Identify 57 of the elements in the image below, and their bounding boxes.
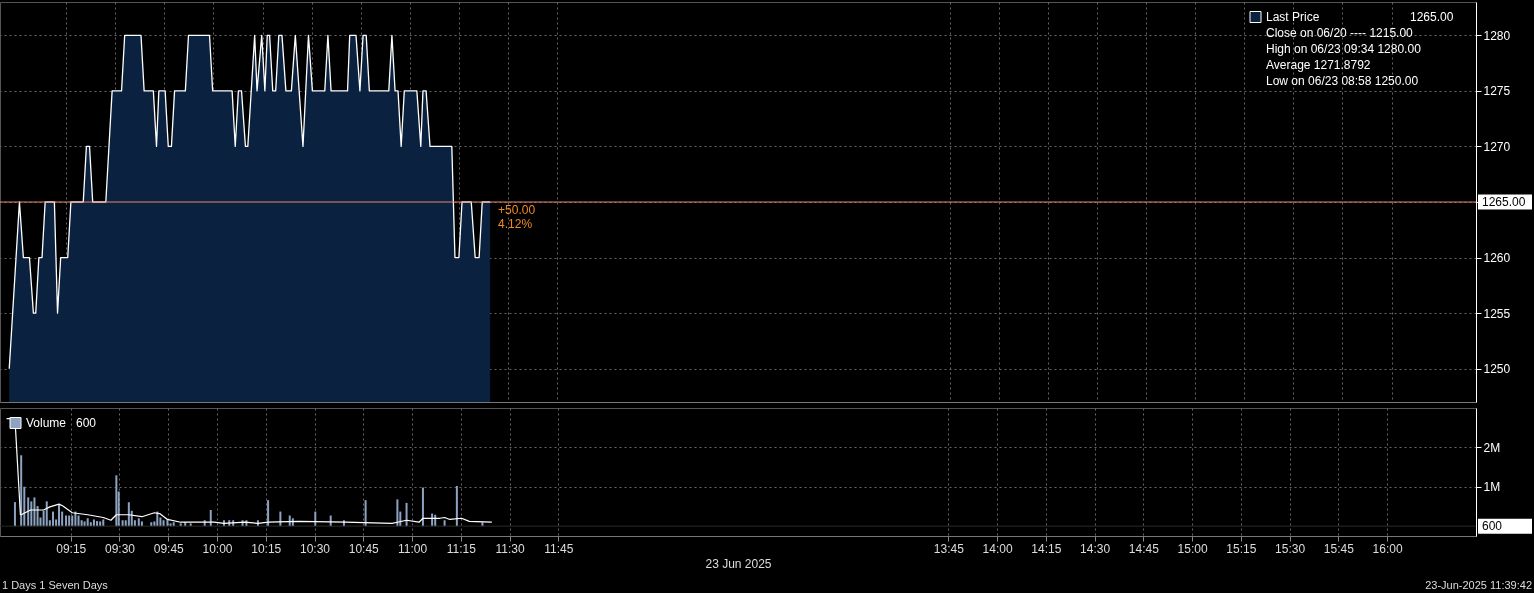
x-tick-label: 09:15 (56, 541, 87, 556)
annotation: 4.12% (498, 217, 533, 231)
x-tick-label: 15:00 (1177, 541, 1208, 556)
ref-line-label: 600 (1482, 519, 1503, 534)
x-tick-label: 11:15 (446, 541, 477, 556)
line-series (5, 418, 493, 524)
bar (455, 485, 458, 527)
annotation: Low on 06/23 08:58 1250.00 (1266, 74, 1419, 88)
x-tick-label: 14:30 (1080, 541, 1111, 556)
x-tick-label: 09:45 (153, 541, 185, 556)
bar (396, 499, 399, 527)
bar (421, 487, 424, 527)
x-tick-label: 10:15 (251, 541, 282, 556)
x-tick-label: 15:45 (1323, 541, 1355, 556)
x-tick-label: 14:15 (1031, 541, 1062, 556)
x-tick-label: 13:45 (933, 541, 965, 556)
x-tick-label: 15:15 (1226, 541, 1257, 556)
y-tick-label: 1270 (1483, 139, 1511, 154)
bar (127, 502, 130, 527)
y-tick-label: 1280 (1483, 28, 1511, 43)
bar (27, 497, 30, 527)
x-tick-label: 15:30 (1275, 541, 1306, 556)
bar (51, 511, 54, 527)
bar (13, 502, 16, 527)
x-tick-label: 14:00 (982, 541, 1013, 556)
bar (58, 504, 61, 527)
x-tick-label: 10:30 (299, 541, 331, 556)
x-tick-label: 11:45 (544, 541, 574, 556)
text: 1265.00 (1410, 10, 1454, 24)
text: 600 (76, 416, 97, 430)
annotation: +50.00 (498, 203, 536, 217)
x-tick-label: 11:00 (397, 541, 428, 556)
y-tick-label: 1M (1483, 480, 1501, 495)
bar (115, 475, 118, 527)
bar (364, 500, 367, 527)
y-tick-label: 1260 (1483, 251, 1511, 266)
x-tick-label: 14:45 (1128, 541, 1160, 556)
y-tick-label: 1275 (1483, 84, 1511, 99)
bar (405, 502, 408, 527)
x-axis-title: 23 Jun 2025 (705, 556, 772, 571)
text: 23-Jun-2025 11:39:42 (1425, 579, 1532, 591)
ref-line-label: 1265.00 (1482, 195, 1526, 209)
y-tick-label: 1255 (1483, 306, 1511, 321)
legend-label: Volume (26, 416, 67, 430)
bar (267, 500, 270, 527)
x-tick-label: 10:45 (348, 541, 380, 556)
x-tick-label: 09:30 (104, 541, 136, 556)
text: 1 Days 1 Seven Days (2, 579, 109, 591)
annotation: Close on 06/20 ---- 1215.00 (1266, 26, 1414, 40)
annotation: High on 06/23 09:34 1280.00 (1266, 42, 1422, 56)
legend-label: Last Price (1266, 10, 1320, 24)
y-tick-label: 1250 (1483, 362, 1511, 377)
x-tick-label: 16:00 (1372, 541, 1403, 556)
annotation: Average 1271.8792 (1266, 58, 1371, 72)
x-tick-label: 10:00 (202, 541, 233, 556)
y-tick-label: 2M (1483, 440, 1501, 455)
x-tick-label: 11:30 (495, 541, 525, 556)
